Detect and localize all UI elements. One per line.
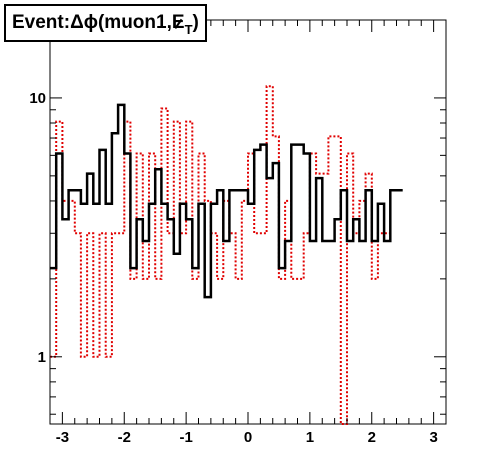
x-tick-label: -3	[56, 429, 69, 446]
title-phi: ϕ	[83, 12, 98, 33]
plot-title: Event: Δ ϕ (muon1, E T )	[4, 4, 207, 42]
series-line-0	[50, 103, 403, 299]
y-tick-label: 1	[38, 349, 46, 366]
histogram-series	[50, 85, 403, 425]
y-tick-label: 10	[29, 90, 46, 107]
series-line-1	[50, 85, 391, 425]
title-subscript: T	[184, 21, 193, 37]
x-tick-label: -1	[179, 429, 192, 446]
plot-frame	[49, 19, 447, 425]
title-close: )	[192, 12, 199, 33]
title-prefix: Event:	[12, 12, 71, 33]
title-delta: Δ	[70, 12, 84, 33]
title-met: E	[171, 12, 185, 33]
x-tick-label: -2	[118, 429, 131, 446]
plot-frame-rect	[49, 19, 447, 425]
title-open: (muon1,	[97, 12, 172, 33]
x-tick-label: 3	[429, 429, 437, 446]
x-tick-label: 2	[368, 429, 376, 446]
x-tick-label: 1	[306, 429, 314, 446]
x-tick-label: 0	[244, 429, 252, 446]
